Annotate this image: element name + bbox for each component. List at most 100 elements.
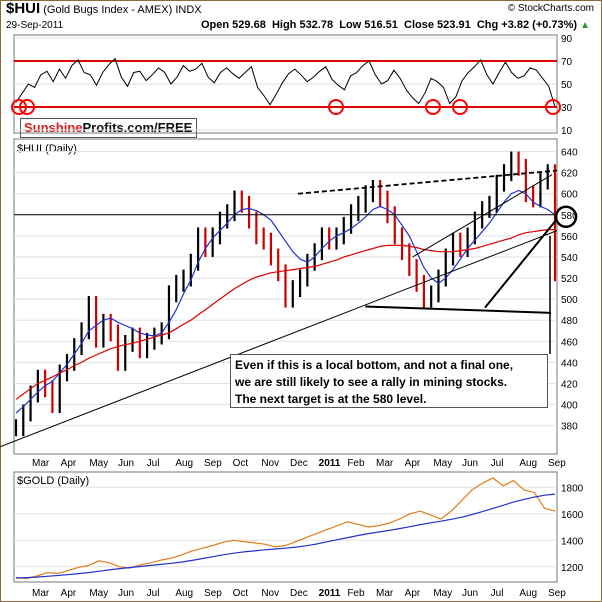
hui-x-tick-label: Sep <box>548 458 566 469</box>
gold-x-tick-label: Aug <box>519 588 537 599</box>
open-value: Open 529.68 <box>201 19 266 31</box>
hui-tick-label: 420 <box>561 379 578 390</box>
ma-long-line <box>15 229 555 400</box>
hui-x-tick-label: Mar <box>376 458 394 469</box>
high-value: High 532.78 <box>271 19 334 31</box>
hui-x-tick-label: Feb <box>347 458 365 469</box>
hui-tick-label: 520 <box>561 274 578 285</box>
annotation-line: we are still likely to see a rally in mi… <box>235 375 508 389</box>
hui-tick-label: 540 <box>561 253 578 264</box>
annotation-line: Even if this is a local bottom, and not … <box>235 358 514 372</box>
change-up-arrow: ▲ <box>580 20 591 31</box>
gold-x-tick-label: Jun <box>462 588 478 599</box>
rsi-tick-label: 10 <box>561 126 573 137</box>
hui-panel <box>13 138 558 455</box>
gold-x-tick-label: Feb <box>347 588 365 599</box>
rsi-tick-label: 70 <box>561 57 573 68</box>
gold-x-tick-label: Jun <box>118 588 134 599</box>
rsi-tick-label: 30 <box>561 103 573 114</box>
symbol: $HUI <box>6 0 41 17</box>
hui-x-tick-label: Apr <box>405 458 421 469</box>
gold-x-tick-label: Mar <box>32 588 50 599</box>
gold-tick-label: 1600 <box>561 510 584 521</box>
gold-tick-label: 1400 <box>561 536 584 547</box>
hui-x-tick-label: 2011 <box>319 458 341 469</box>
annotation-box: Even if this is a local bottom, and not … <box>230 354 548 408</box>
hui-x-tick-label: Aug <box>519 458 537 469</box>
close-value: Close 523.91 <box>404 19 471 31</box>
credit: © StockCharts.com <box>507 3 594 14</box>
ohlc-row: Open 529.68 High 532.78 Low 516.51 Close… <box>201 19 590 31</box>
gold-x-tick-label: Aug <box>175 588 193 599</box>
hui-tick-label: 580 <box>561 211 578 222</box>
gold-x-tick-label: Apr <box>405 588 421 599</box>
long-term-support-line <box>0 230 558 448</box>
exchange: INDX <box>175 4 202 16</box>
hui-tick-label: 640 <box>561 148 578 159</box>
wedge-top-line <box>412 174 553 258</box>
gold-price-line <box>15 477 556 580</box>
gold-x-tick-label: Sep <box>548 588 566 599</box>
hui-tick-label: 500 <box>561 295 578 306</box>
change-value: Chg +3.82 (+0.73%) <box>476 19 578 31</box>
gold-x-tick-label: May <box>433 588 452 599</box>
hui-x-tick-label: Oct <box>233 458 249 469</box>
gold-x-tick-label: May <box>89 588 108 599</box>
oversold-circle <box>545 99 561 115</box>
hui-x-tick-label: May <box>89 458 108 469</box>
target-circle <box>554 205 578 229</box>
gold-x-tick-label: 2011 <box>319 588 341 599</box>
gold-panel-title: $GOLD (Daily) <box>17 475 90 487</box>
short-term-support-line <box>484 218 558 309</box>
ma-short-line <box>15 189 556 414</box>
hui-x-tick-label: Apr <box>61 458 77 469</box>
lateral-resistance-line <box>297 169 558 195</box>
gold-x-tick-label: Mar <box>376 588 394 599</box>
hui-x-tick-label: Sep <box>204 458 222 469</box>
watermark-url: Profits.com/FREE <box>82 120 193 135</box>
gold-x-tick-label: Oct <box>233 588 249 599</box>
lateral-support-line <box>365 305 552 314</box>
rsi-tick-label: 90 <box>561 34 573 45</box>
oversold-circle <box>11 99 27 115</box>
gold-x-tick-label: Dec <box>290 588 308 599</box>
rsi-line <box>15 57 556 108</box>
hui-tick-label: 620 <box>561 169 578 180</box>
chart-title: $HUI (Gold Bugs Index - AMEX) INDX <box>6 0 202 17</box>
oversold-circle <box>452 99 468 115</box>
oversold-circle <box>19 99 35 115</box>
hui-x-tick-label: May <box>433 458 452 469</box>
hui-tick-label: 440 <box>561 358 578 369</box>
oversold-circle <box>425 99 441 115</box>
hui-x-tick-label: Dec <box>290 458 308 469</box>
hui-tick-label: 400 <box>561 401 578 412</box>
hui-tick-label: 380 <box>561 422 578 433</box>
gold-x-tick-label: Nov <box>261 588 279 599</box>
low-value: Low 516.51 <box>339 19 398 31</box>
watermark-brand: Sunshine <box>24 120 83 135</box>
hui-tick-label: 600 <box>561 190 578 201</box>
hui-tick-label: 460 <box>561 337 578 348</box>
index-name: (Gold Bugs Index - AMEX) <box>43 4 173 16</box>
gold-tick-label: 1200 <box>561 563 584 574</box>
gold-ma-line <box>15 493 556 579</box>
hui-x-tick-label: Nov <box>261 458 279 469</box>
hui-x-tick-label: Jun <box>462 458 478 469</box>
gold-x-tick-label: Apr <box>61 588 77 599</box>
hui-x-tick-label: Jun <box>118 458 134 469</box>
hui-x-tick-label: Jul <box>147 458 160 469</box>
gold-x-tick-label: Sep <box>204 588 222 599</box>
gold-tick-label: 1800 <box>561 483 584 494</box>
oversold-circle <box>328 99 344 115</box>
gold-x-tick-label: Jul <box>147 588 160 599</box>
annotation-line: The next target is at the 580 level. <box>235 392 427 406</box>
hui-x-tick-label: Jul <box>491 458 504 469</box>
hui-tick-label: 560 <box>561 232 578 243</box>
hui-x-tick-label: Mar <box>32 458 50 469</box>
rsi-tick-label: 50 <box>561 80 573 91</box>
chart-date: 29-Sep-2011 <box>6 20 64 31</box>
hui-tick-label: 480 <box>561 316 578 327</box>
gold-panel <box>13 471 558 583</box>
